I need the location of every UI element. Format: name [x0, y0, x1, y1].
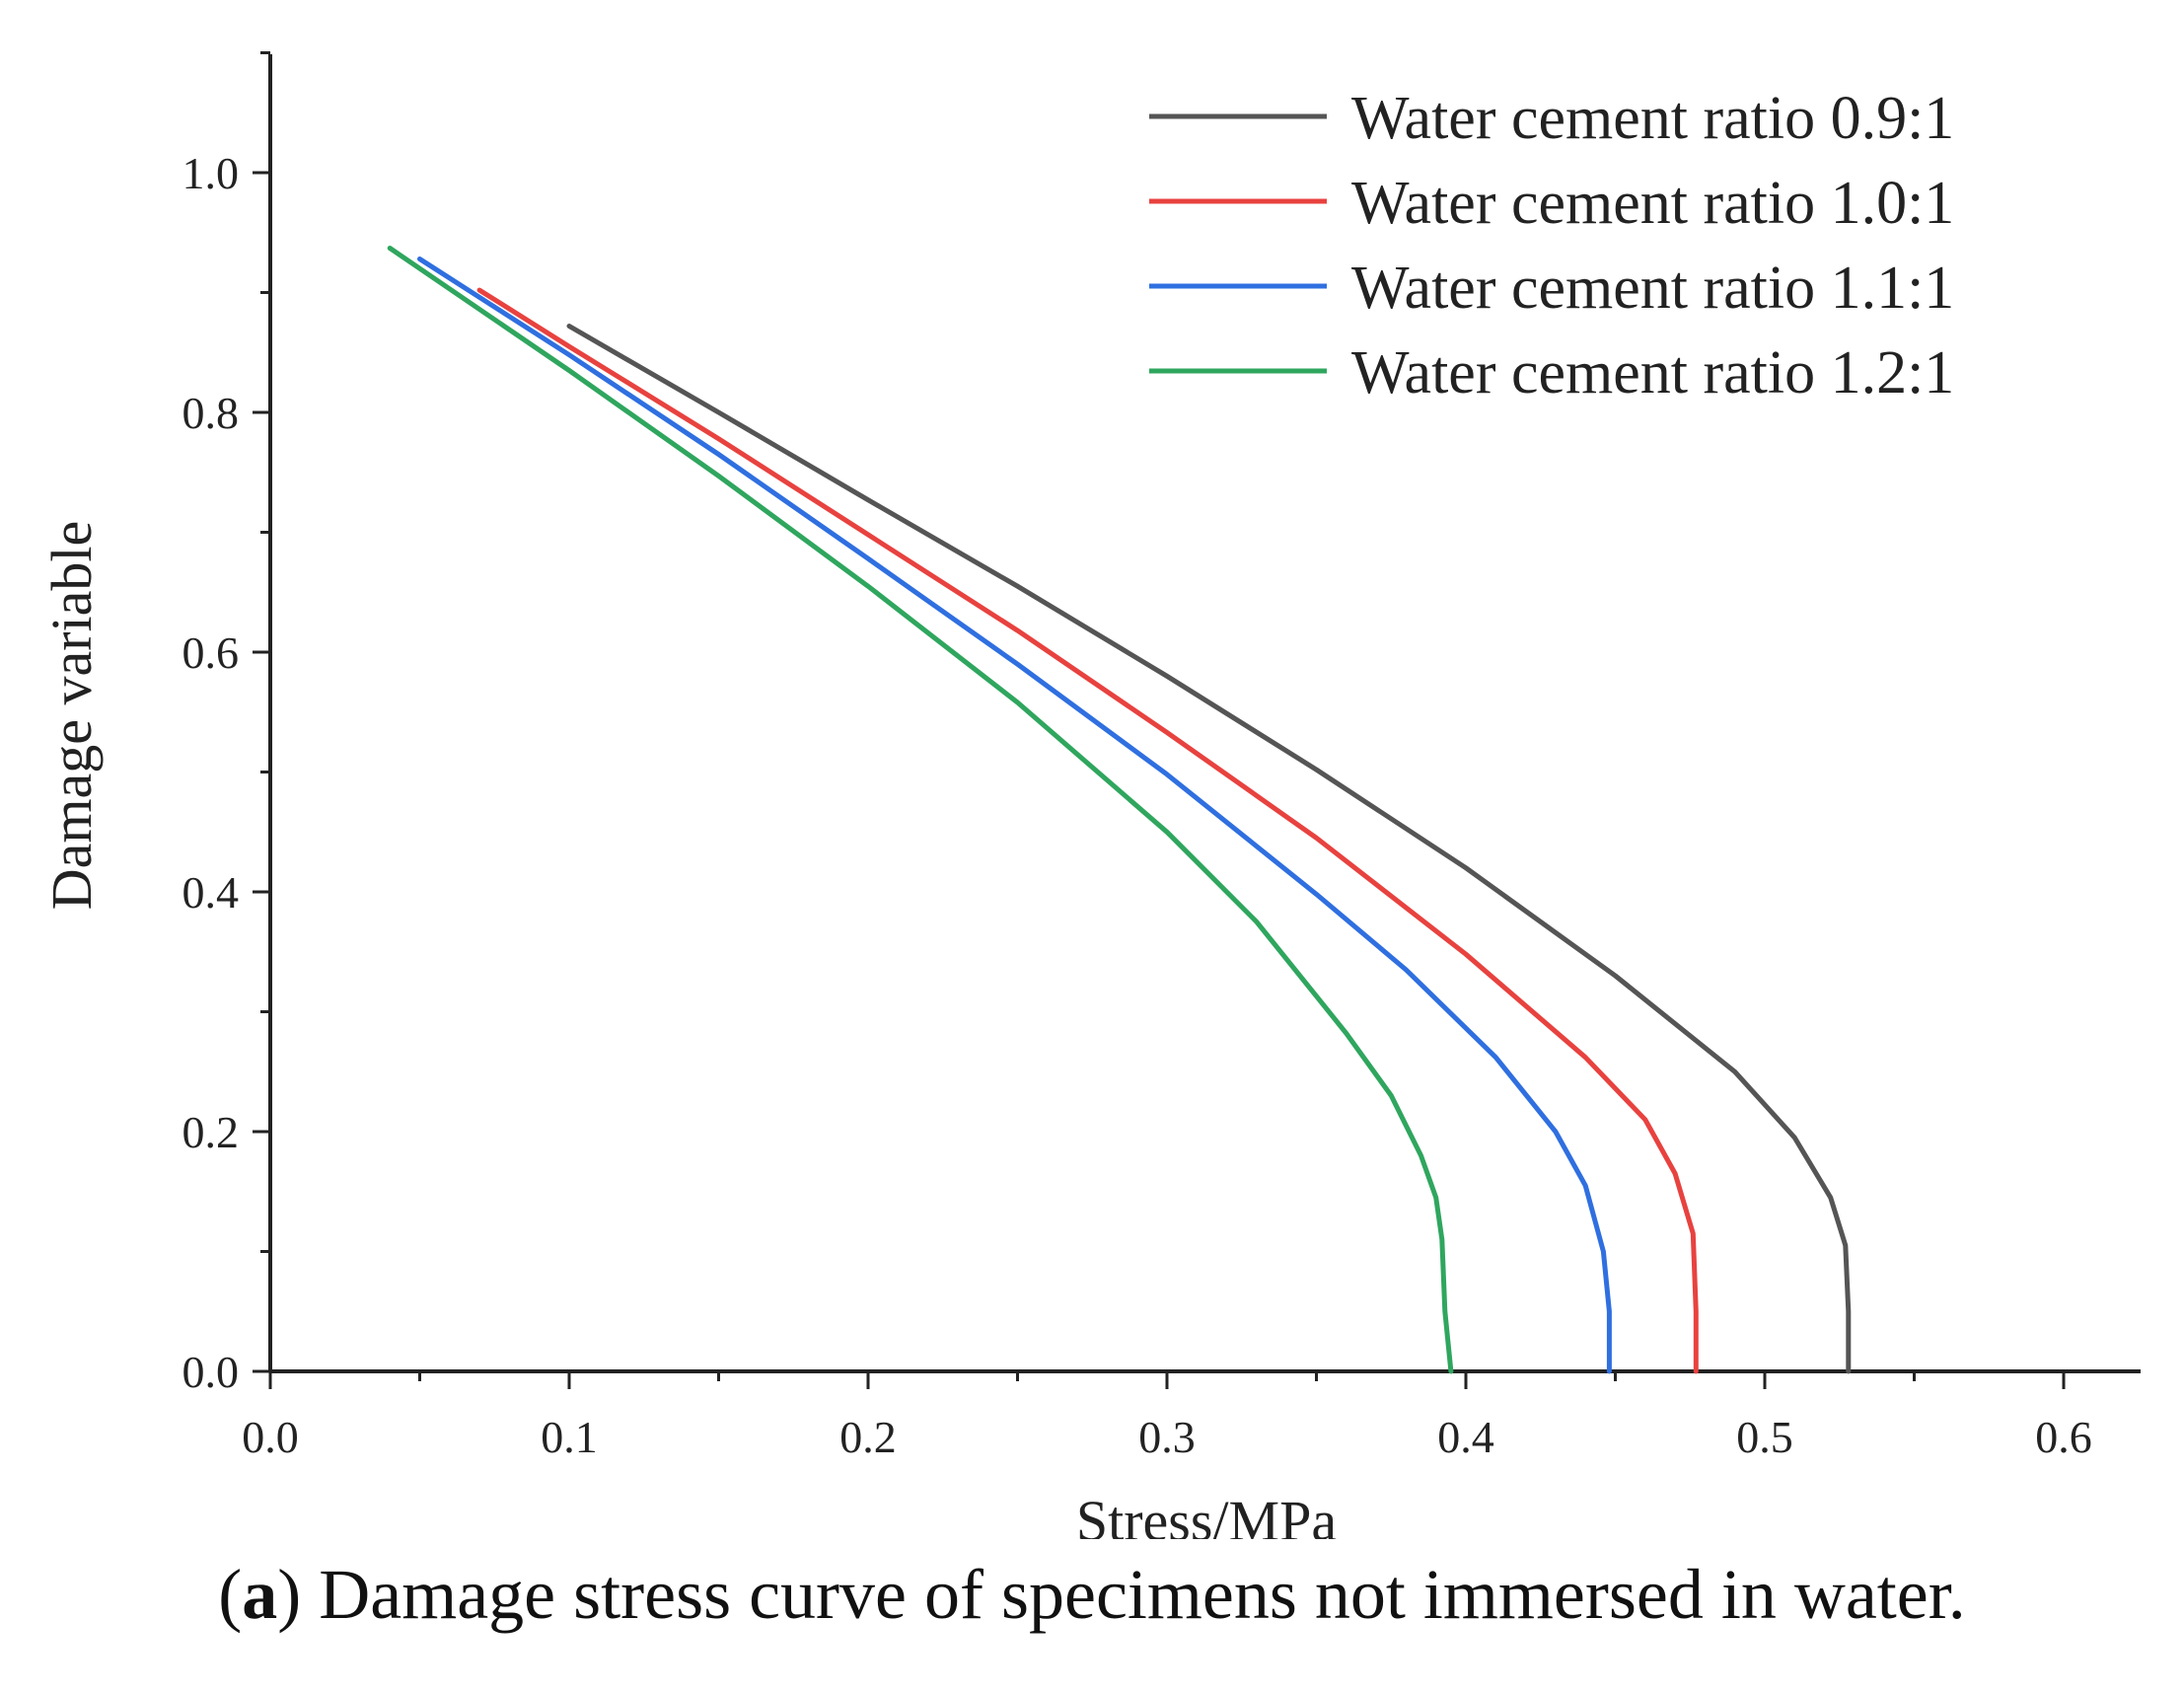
caption-close-paren: )	[277, 1555, 302, 1634]
y-tick-label: 0.4	[182, 867, 240, 918]
series-lines	[387, 246, 1852, 1374]
legend-label-1: Water cement ratio 0.9:1	[1351, 85, 1954, 152]
x-tick-label: 0.3	[1138, 1412, 1196, 1462]
series-line-1	[566, 324, 1852, 1374]
caption-open-paren: (	[218, 1555, 243, 1634]
figure-caption: (a) Damage stress curve of specimens not…	[0, 1554, 2184, 1636]
series-line-2	[476, 287, 1699, 1374]
legend-label-3: Water cement ratio 1.1:1	[1351, 255, 1954, 322]
x-tick-label: 0.0	[242, 1412, 299, 1462]
legend-label-2: Water cement ratio 1.0:1	[1351, 170, 1954, 237]
y-axis-title: Damage variable	[39, 521, 104, 911]
caption-letter: a	[242, 1555, 278, 1634]
legend-label-4: Water cement ratio 1.2:1	[1351, 339, 1954, 406]
legend: Water cement ratio 0.9:1 Water cement rat…	[1149, 85, 1954, 406]
series-line-4	[387, 246, 1454, 1374]
x-tick-label: 0.2	[839, 1412, 897, 1462]
x-axis-title: Stress/MPa	[1076, 1489, 1337, 1539]
x-tick-label: 0.6	[2035, 1412, 2092, 1462]
y-tick-label: 0.6	[182, 627, 240, 678]
caption-text: Damage stress curve of specimens not imm…	[301, 1555, 1966, 1634]
x-tick-label: 0.5	[1736, 1412, 1793, 1462]
x-tick-label: 0.4	[1437, 1412, 1494, 1462]
ticks: 0.0 0.1 0.2 0.3 0.4 0.5 0.6 0.0 0.2 0.4 0.6 0.8 1.0	[182, 51, 2092, 1462]
x-tick-label: 0.1	[541, 1412, 598, 1462]
y-tick-label: 1.0	[182, 148, 240, 198]
y-tick-label: 0.0	[182, 1347, 240, 1397]
damage-stress-chart: 0.0 0.1 0.2 0.3 0.4 0.5 0.60.00.20.40.60.81.0 …	[39, 51, 2141, 1539]
y-tick-label: 0.8	[182, 388, 240, 438]
series-line-3	[417, 257, 1612, 1374]
axes	[268, 54, 2141, 1373]
y-tick-label: 0.2	[182, 1107, 240, 1157]
